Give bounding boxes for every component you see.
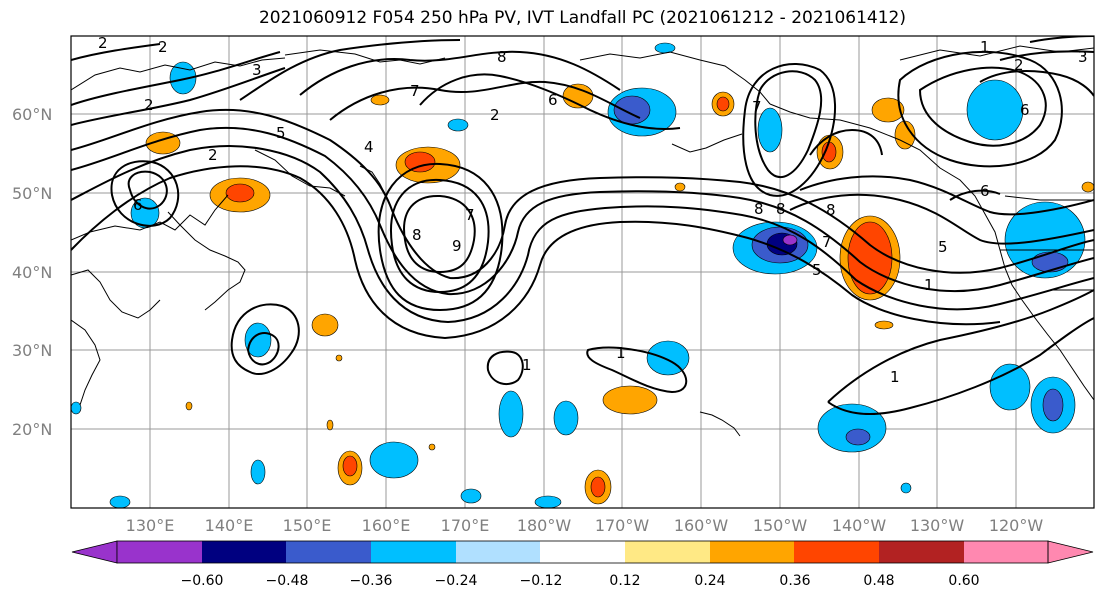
lon-label: 140°W xyxy=(832,516,887,535)
colorbar-segment xyxy=(794,541,880,563)
contour-label: 8 xyxy=(754,200,764,218)
contour-label: 1 xyxy=(522,356,532,374)
lon-label: 120°W xyxy=(989,516,1044,535)
colorbar-segment xyxy=(710,541,795,563)
colorbar-label: −0.12 xyxy=(520,573,563,589)
lon-label: 140°E xyxy=(205,516,254,535)
lon-label: 150°E xyxy=(283,516,332,535)
lon-label: 160°W xyxy=(674,516,729,535)
colorbar-arrow-left xyxy=(71,540,118,564)
longitude-labels: 130°E 140°E 150°E 160°E 170°E 180°W 170°… xyxy=(126,516,1044,535)
contour-labels: 8 8 6 5 4 2 2 2 3 2 6 7 9 8 7 8 7 1 1 1 … xyxy=(98,34,1088,386)
contour-label: 1 xyxy=(980,38,990,56)
colorbar-label: −0.24 xyxy=(435,573,478,589)
coastlines xyxy=(71,45,1094,437)
contour-label: 5 xyxy=(276,124,286,142)
lon-label: 130°E xyxy=(126,516,175,535)
colorbar-segment xyxy=(879,541,965,563)
contour-label: 6 xyxy=(980,182,990,200)
lon-label: 180°W xyxy=(517,516,572,535)
contour-label: 2 xyxy=(158,38,168,56)
colorbar-segment xyxy=(964,541,1049,563)
contour-label: 1 xyxy=(890,368,900,386)
contour-label: 1 xyxy=(924,276,934,294)
lon-label: 170°W xyxy=(595,516,650,535)
colorbar-label: 0.48 xyxy=(863,573,894,589)
pv-contours xyxy=(71,36,1094,415)
contour-label: 2 xyxy=(98,34,108,52)
colorbar-label: −0.60 xyxy=(181,573,224,589)
colorbar-arrow-right xyxy=(1047,540,1094,564)
contour-label: 2 xyxy=(1014,56,1024,74)
colorbar-segment xyxy=(625,541,711,563)
contour-label: 2 xyxy=(490,106,500,124)
contour-label: 1 xyxy=(616,344,626,362)
contour-label: 6 xyxy=(133,196,143,214)
contour-label: 8 xyxy=(412,226,422,244)
map-panel: 8 8 6 5 4 2 2 2 3 2 6 7 9 8 7 8 7 1 1 1 … xyxy=(12,34,1095,535)
contour-label: 6 xyxy=(1020,101,1030,119)
colorbar-segment xyxy=(371,541,457,563)
colorbar-label: 0.60 xyxy=(948,573,979,589)
contour-label: 3 xyxy=(1078,48,1088,66)
lat-label: 60°N xyxy=(12,105,52,124)
contour-label: 4 xyxy=(364,138,374,156)
contour-label: 9 xyxy=(452,237,462,255)
colorbar-segment xyxy=(117,541,203,563)
contour-label: 3 xyxy=(252,61,262,79)
colorbar-label: 0.24 xyxy=(694,573,725,589)
contour-label: 6 xyxy=(548,91,558,109)
contour-label: 2 xyxy=(208,146,218,164)
colorbar-segment xyxy=(540,541,626,563)
lat-label: 30°N xyxy=(12,341,52,360)
latitude-labels: 60°N 50°N 40°N 30°N 20°N xyxy=(12,105,52,439)
contour-label: 7 xyxy=(465,206,475,224)
colorbar-label: −0.48 xyxy=(266,573,309,589)
colorbar-label: 0.12 xyxy=(609,573,640,589)
colorbar: −0.60 −0.48 −0.36 −0.24 −0.12 0.12 0.24 … xyxy=(71,540,1094,589)
lon-label: 170°E xyxy=(441,516,490,535)
contour-label: 7 xyxy=(822,233,832,251)
contour-label: 2 xyxy=(144,96,154,114)
lat-label: 50°N xyxy=(12,184,52,203)
contour-label: 7 xyxy=(752,98,762,116)
colorbar-segment xyxy=(286,541,372,563)
colorbar-segment xyxy=(202,541,287,563)
gridlines xyxy=(71,36,1094,508)
contour-label: 5 xyxy=(812,261,822,279)
contour-label: 8 xyxy=(776,200,786,218)
contour-label: 8 xyxy=(497,48,507,66)
lat-label: 20°N xyxy=(12,420,52,439)
colorbar-segment xyxy=(456,541,541,563)
lon-label: 150°W xyxy=(753,516,808,535)
lon-label: 160°E xyxy=(362,516,411,535)
lon-label: 130°W xyxy=(910,516,965,535)
contour-label: 8 xyxy=(826,201,836,219)
contour-label: 5 xyxy=(938,238,948,256)
colorbar-label: 0.36 xyxy=(779,573,810,589)
colorbar-label: −0.36 xyxy=(350,573,393,589)
contour-label: 7 xyxy=(410,82,420,100)
lat-label: 40°N xyxy=(12,263,52,282)
map-title: 2021060912 F054 250 hPa PV, IVT Landfall… xyxy=(258,8,906,28)
